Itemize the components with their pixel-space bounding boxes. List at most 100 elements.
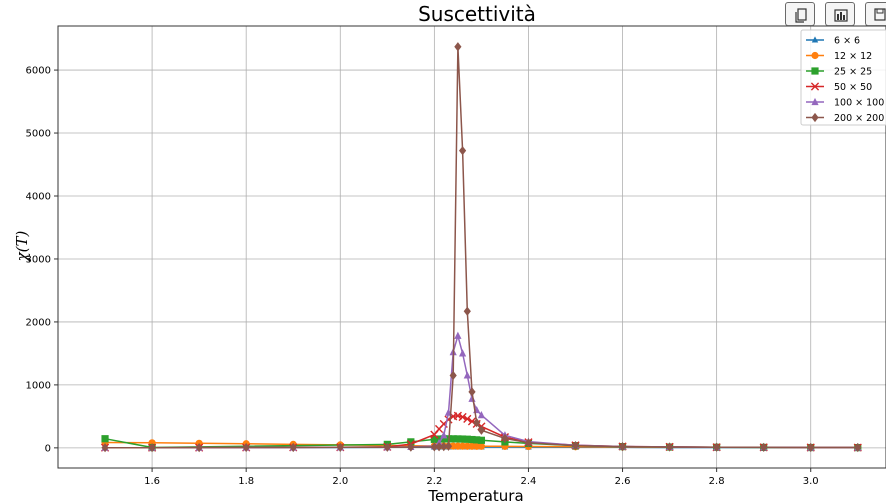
series-6: [101, 42, 862, 453]
data-point: [336, 442, 344, 452]
data-point: [473, 418, 481, 428]
data-point: [458, 435, 467, 443]
grid-lines: [58, 26, 886, 468]
legend-entry: 100 × 100: [806, 98, 884, 109]
x-tick-label: 2.4: [521, 476, 537, 487]
x-tick-label: 2.0: [332, 476, 348, 487]
data-point: [449, 435, 457, 443]
data-point: [477, 442, 486, 450]
x-tick-label: 2.6: [615, 476, 631, 487]
data-point: [501, 433, 509, 444]
data-point: [571, 441, 580, 451]
legend-entry: 6 × 6: [806, 36, 860, 47]
chart-options-button[interactable]: [825, 2, 855, 26]
y-tick-label: 5000: [26, 129, 51, 140]
chart-title: Suscettività: [418, 2, 536, 26]
data-point: [101, 443, 109, 453]
data-point: [435, 442, 443, 452]
legend-marker: [811, 51, 819, 60]
legend-label: 50 × 50: [834, 82, 872, 93]
legend-label: 100 × 100: [834, 98, 884, 109]
data-point: [477, 411, 486, 419]
data-point: [473, 436, 481, 444]
legend-marker: [811, 112, 819, 123]
data-point: [242, 442, 250, 453]
data-point: [458, 146, 467, 156]
data-point: [454, 435, 462, 443]
legend-label: 200 × 200: [834, 113, 884, 124]
data-point: [458, 349, 467, 357]
y-tick-label: 2000: [26, 317, 51, 328]
data-point: [440, 441, 448, 452]
data-point: [468, 435, 476, 444]
axis-ticks: 1.6 1.8 2.0 2.2 2.4 2.6 2.8 3.0 0 1000 2000 3000 400…: [26, 66, 819, 487]
legend: 6 × 6 12 × 12 25 × 25 50 × 50 100 × 100 200 ×…: [800, 29, 886, 126]
x-axis-label: Temperatura: [427, 487, 523, 503]
data-point: [383, 442, 391, 452]
save-button[interactable]: [865, 2, 886, 26]
data-point: [713, 442, 721, 452]
legend-label: 12 × 12: [834, 51, 872, 62]
data-point: [468, 387, 476, 397]
marker-stroke: [467, 417, 477, 426]
data-point: [477, 425, 486, 435]
data-point: [195, 443, 203, 453]
marker-stroke: [458, 412, 467, 422]
marker-stroke: [463, 414, 472, 423]
x-tick-label: 1.8: [238, 476, 254, 487]
data-point: [463, 306, 471, 316]
series-line: [105, 46, 858, 449]
data-point: [618, 441, 627, 452]
legend-entry: 50 × 50: [806, 82, 872, 93]
data-point: [524, 438, 533, 448]
plot-area: [57, 25, 886, 469]
y-tick-label: 0: [45, 443, 51, 454]
data-point: [430, 442, 438, 452]
legend-marker: [810, 82, 820, 91]
y-tick-label: 1000: [26, 380, 51, 391]
data-point: [477, 436, 486, 444]
legend-entry: 25 × 25: [806, 67, 872, 78]
marker-stroke: [453, 411, 462, 420]
legend-label: 25 × 25: [834, 67, 872, 78]
data-point: [289, 442, 297, 453]
data-point: [760, 442, 768, 452]
x-tick-label: 1.6: [144, 476, 160, 487]
copy-icon: [795, 8, 807, 23]
x-tick-label: 2.8: [709, 476, 725, 487]
legend-marker: [811, 36, 819, 43]
data-point: [454, 331, 462, 339]
legend-marker: [811, 97, 819, 106]
y-tick-label: 3000: [26, 254, 51, 265]
data-point: [407, 442, 415, 452]
data-point: [148, 443, 156, 453]
data-point: [458, 412, 467, 422]
legend-entry: 200 × 200: [806, 112, 884, 124]
data-point: [101, 435, 109, 443]
y-axis-label: χ(T): [13, 230, 31, 262]
x-tick-label: 3.0: [803, 476, 819, 487]
data-point: [463, 435, 471, 443]
legend-label: 6 × 6: [834, 36, 860, 47]
bar-chart-icon: [834, 9, 848, 22]
legend-entry: 12 × 12: [806, 51, 872, 62]
data-point: [407, 438, 415, 446]
data-point: [854, 442, 862, 453]
data-point: [453, 411, 462, 420]
data-point: [449, 370, 457, 381]
legend-box: [800, 29, 886, 126]
data-point: [463, 414, 472, 423]
data-point: [463, 371, 471, 379]
y-tick-label: 4000: [26, 192, 51, 203]
data-point: [440, 435, 448, 443]
data-point: [444, 441, 453, 451]
save-icon: [874, 8, 886, 21]
data-point: [807, 442, 815, 453]
data-point: [665, 442, 674, 452]
data-point: [440, 431, 448, 439]
copy-button[interactable]: [785, 2, 815, 26]
x-tick-label: 2.2: [426, 476, 442, 487]
data-point: [454, 42, 462, 52]
marker-stroke: [810, 82, 820, 91]
